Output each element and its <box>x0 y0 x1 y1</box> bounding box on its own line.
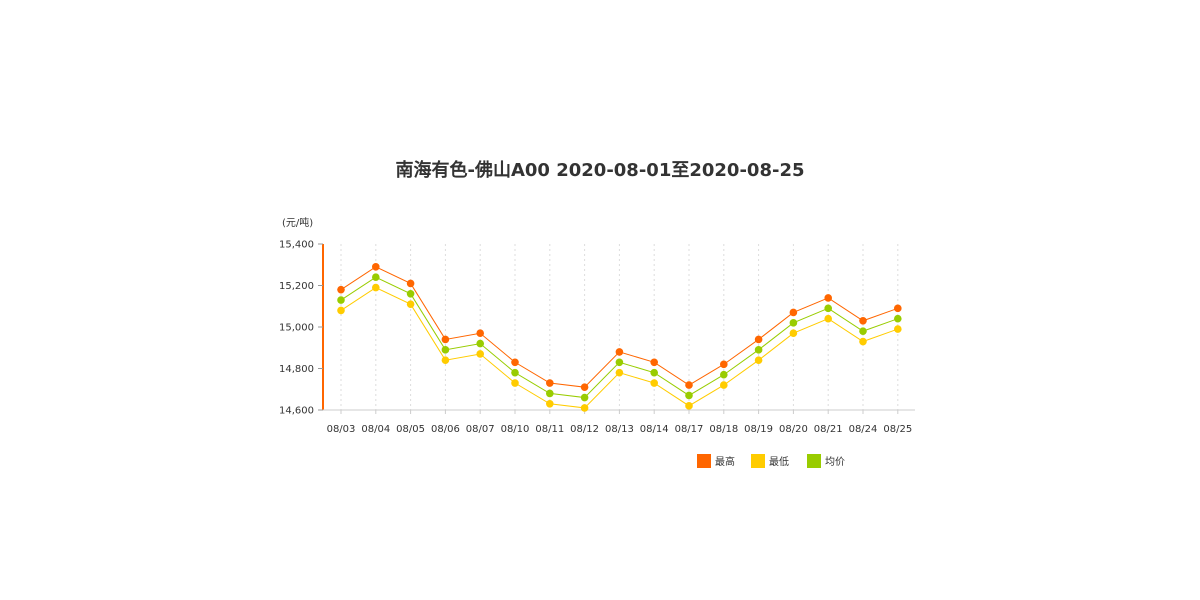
x-tick-label: 08/11 <box>535 424 564 435</box>
data-point <box>511 379 519 387</box>
data-point <box>894 314 902 323</box>
legend-item: 均价 <box>807 454 845 468</box>
x-tick-label: 08/17 <box>675 424 704 435</box>
legend: 最高 最低 均价 <box>697 454 845 468</box>
chart-title: 南海有色-佛山A00 2020-08-01至2020-08-25 <box>395 160 805 181</box>
data-point <box>615 358 624 367</box>
series-均价 <box>337 273 902 402</box>
data-point <box>511 358 519 367</box>
x-tick-label: 08/05 <box>396 424 425 435</box>
data-point <box>650 379 658 387</box>
legend-swatch <box>751 454 765 468</box>
x-tick-label: 08/06 <box>431 424 460 435</box>
series-最高 <box>337 263 902 391</box>
y-tick-label: 15,200 <box>279 281 314 292</box>
data-point <box>441 335 450 344</box>
data-point <box>824 294 832 302</box>
data-point <box>650 368 658 377</box>
y-tick-label: 14,800 <box>279 364 314 375</box>
legend-item: 最低 <box>751 454 789 468</box>
data-point <box>580 383 589 391</box>
data-point <box>337 285 345 294</box>
data-point <box>511 368 519 377</box>
data-point <box>546 379 554 387</box>
y-axis-unit-label: (元/吨) <box>282 216 313 229</box>
x-tick-label: 08/20 <box>779 424 808 435</box>
x-tick-labels: 08/03 08/04 08/05 08/06 08/07 08/10 08/11 08/12… <box>327 424 913 435</box>
legend-swatch <box>697 454 711 468</box>
legend-label: 均价 <box>825 456 845 468</box>
legend-swatch <box>807 454 821 468</box>
data-point <box>685 391 693 400</box>
data-point <box>720 370 728 379</box>
data-point <box>406 300 415 308</box>
data-point <box>441 356 450 365</box>
data-point <box>615 348 624 356</box>
data-point <box>789 319 798 327</box>
data-point <box>372 273 380 282</box>
data-point <box>789 308 798 317</box>
data-point <box>859 316 867 325</box>
data-point <box>476 339 485 348</box>
data-point <box>372 263 380 271</box>
data-point <box>824 304 832 313</box>
data-point <box>894 304 902 313</box>
x-tick-label: 08/25 <box>883 424 912 435</box>
axes <box>318 243 915 414</box>
x-tick-label: 08/12 <box>570 424 599 435</box>
x-tick-label: 08/13 <box>605 424 634 435</box>
data-point <box>720 360 728 369</box>
data-point <box>580 404 589 412</box>
x-tick-label: 08/10 <box>501 424 530 435</box>
x-tick-label: 08/24 <box>849 424 878 435</box>
data-point <box>337 306 345 315</box>
legend-label: 最低 <box>769 455 789 468</box>
data-point <box>754 346 763 354</box>
data-point <box>859 337 867 346</box>
x-tick-label: 08/03 <box>327 424 356 435</box>
legend-item: 最高 <box>697 454 735 468</box>
x-tick-label: 08/21 <box>814 424 843 435</box>
data-point <box>337 296 345 304</box>
series-lines <box>337 263 902 412</box>
data-point <box>650 358 658 367</box>
data-point <box>546 389 554 398</box>
y-tick-label: 15,400 <box>279 240 314 251</box>
series-最低 <box>337 283 902 412</box>
x-tick-label: 08/14 <box>640 424 669 435</box>
data-point <box>406 279 415 288</box>
y-tick-labels: 14,600 14,800 15,000 15,200 15,400 <box>279 240 314 417</box>
data-point <box>476 329 485 338</box>
data-point <box>894 325 902 333</box>
data-point <box>580 393 589 402</box>
data-point <box>720 381 728 389</box>
x-tick-label: 08/04 <box>361 424 390 435</box>
y-tick-label: 14,600 <box>279 406 314 417</box>
data-point <box>685 381 693 389</box>
y-tick-label: 15,000 <box>279 323 314 334</box>
data-point <box>754 356 763 365</box>
x-tick-label: 08/19 <box>744 424 773 435</box>
data-point <box>859 327 867 335</box>
data-point <box>406 290 415 298</box>
data-point <box>546 399 554 408</box>
legend-label: 最高 <box>715 455 735 468</box>
data-point <box>685 402 693 410</box>
x-tick-label: 08/07 <box>466 424 495 435</box>
x-tick-label: 08/18 <box>709 424 738 435</box>
data-point <box>754 335 763 344</box>
data-point <box>789 329 798 338</box>
data-point <box>824 314 832 323</box>
data-point <box>476 350 485 358</box>
data-point <box>372 283 380 292</box>
data-point <box>615 368 624 377</box>
data-point <box>441 346 450 354</box>
